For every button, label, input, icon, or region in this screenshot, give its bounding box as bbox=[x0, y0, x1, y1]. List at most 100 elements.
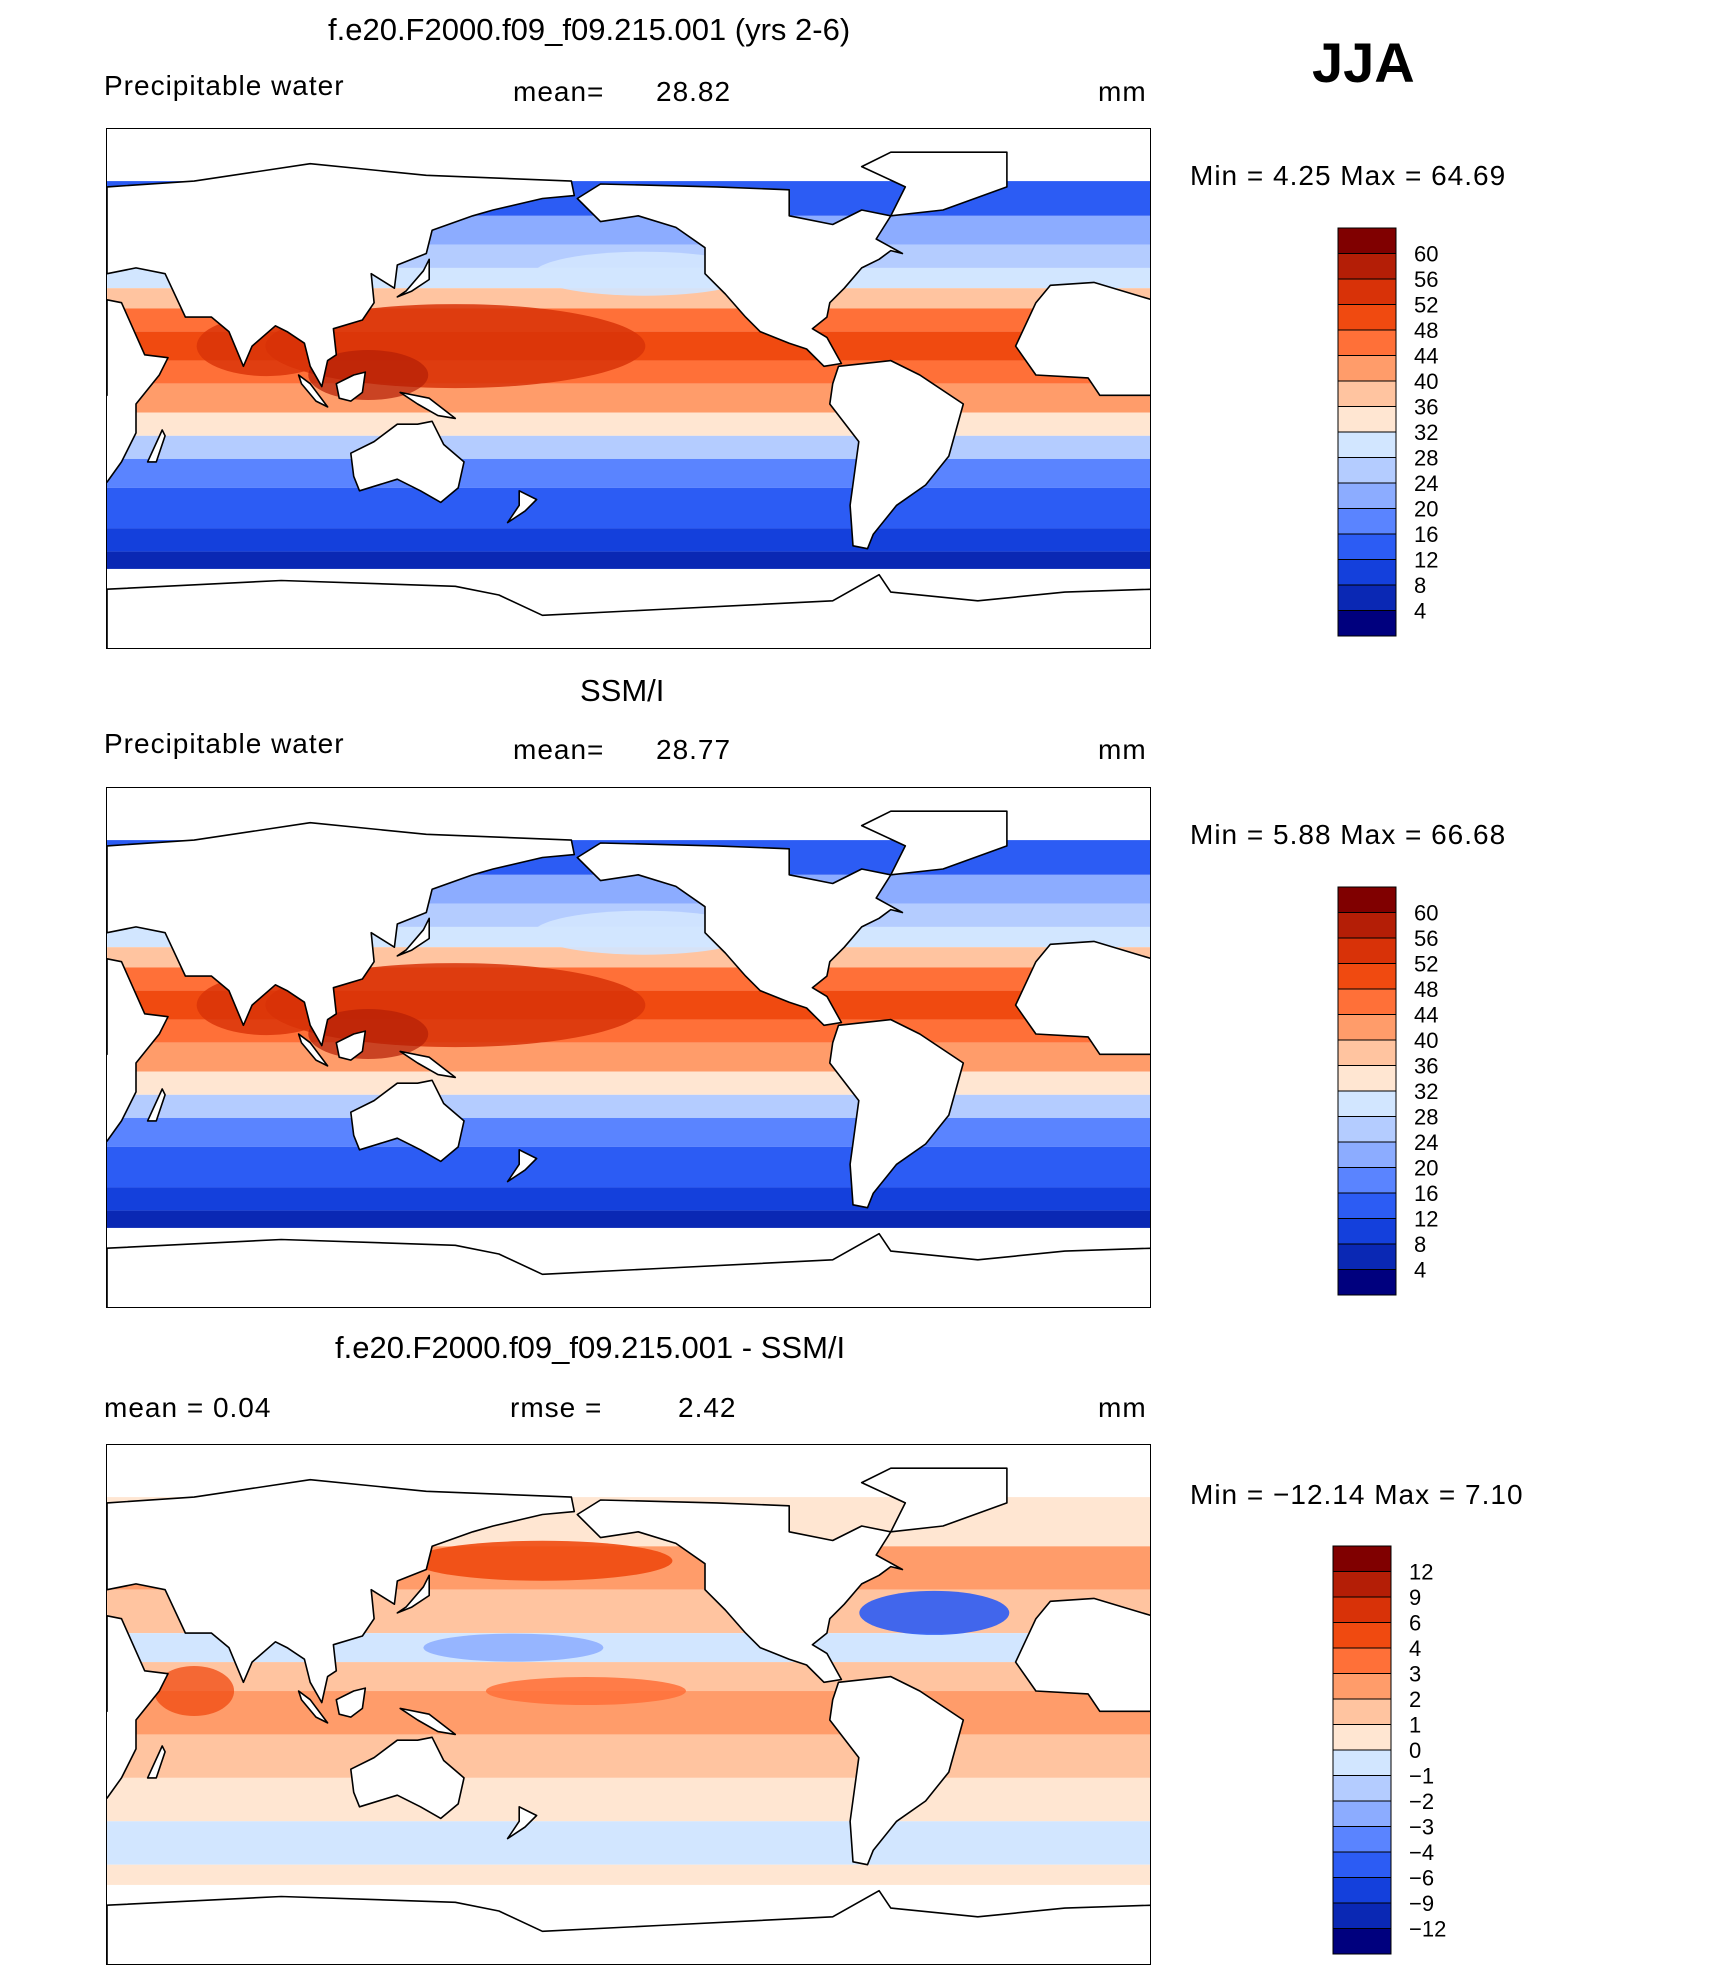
map-field-band bbox=[107, 1187, 1150, 1211]
season-label: JJA bbox=[1312, 31, 1415, 94]
colorbar-tick-label: 24 bbox=[1414, 1130, 1438, 1155]
colorbar-swatch bbox=[1337, 533, 1397, 560]
colorbar-tick-label: 52 bbox=[1414, 952, 1438, 977]
colorbar-tick-label: 6 bbox=[1409, 1611, 1421, 1636]
colorbar-tick-label: 32 bbox=[1414, 420, 1438, 445]
colorbar-swatch bbox=[1337, 1192, 1397, 1219]
map-landmass bbox=[146, 429, 166, 463]
panel-2-colorbar: 60 56 52 48 44 40 36 32 28 24 20 16 12 8 4 bbox=[1337, 886, 1458, 1306]
colorbar-swatch bbox=[1332, 1596, 1392, 1623]
map-field-positive-anomaly bbox=[154, 1666, 235, 1717]
map-landmass bbox=[107, 299, 169, 483]
map-landmass bbox=[107, 821, 576, 1047]
map-field-band bbox=[107, 1734, 1150, 1778]
map-landmass bbox=[860, 810, 1008, 876]
map-landmass bbox=[107, 958, 169, 1142]
map-field-band bbox=[107, 1094, 1150, 1118]
panel-2-units: mm bbox=[1098, 734, 1147, 765]
map-field-positive-anomaly bbox=[485, 1677, 686, 1706]
map-landmass bbox=[1014, 281, 1150, 397]
colorbar-swatch bbox=[1337, 431, 1397, 458]
panel-3-units: mm bbox=[1098, 1392, 1147, 1423]
colorbar-tick-label: −12 bbox=[1409, 1917, 1446, 1942]
map-field-band bbox=[107, 551, 1150, 569]
colorbar-tick-label: 12 bbox=[1409, 1560, 1433, 1585]
colorbar-swatch bbox=[1332, 1902, 1392, 1929]
map-landmass bbox=[335, 371, 367, 402]
map-landmass bbox=[297, 1033, 329, 1067]
colorbar-swatch bbox=[1332, 1698, 1392, 1725]
map-landmass bbox=[576, 1499, 904, 1684]
colorbar-tick-label: 56 bbox=[1414, 267, 1438, 292]
colorbar-swatch bbox=[1337, 1141, 1397, 1168]
colorbar-tick-label: 60 bbox=[1414, 242, 1438, 267]
map-landmass bbox=[335, 1687, 367, 1718]
colorbar-swatch bbox=[1337, 1116, 1397, 1143]
colorbar-swatch bbox=[1337, 406, 1397, 433]
colorbar-tick-label: 36 bbox=[1414, 1054, 1438, 1079]
map-landmass bbox=[335, 1030, 367, 1061]
map-coastlines bbox=[107, 1467, 1150, 1964]
panel-3-title: f.e20.F2000.f09_f09.215.001 - SSM/I bbox=[335, 1330, 846, 1365]
panel-3-rmse-value: 2.42 bbox=[678, 1392, 737, 1423]
panel-2-minmax: Min = 5.88 Max = 66.68 bbox=[1190, 819, 1507, 850]
map-landmass bbox=[506, 489, 538, 524]
map-landmass bbox=[396, 258, 431, 298]
map-field-band bbox=[107, 1864, 1150, 1885]
colorbar-tick-label: 44 bbox=[1414, 344, 1438, 369]
colorbar-swatch bbox=[1332, 1775, 1392, 1802]
map-landmass bbox=[350, 1079, 465, 1163]
colorbar-swatch bbox=[1332, 1928, 1392, 1955]
colorbar-swatch bbox=[1337, 963, 1397, 990]
colorbar-swatch bbox=[1332, 1851, 1392, 1878]
map-landmass bbox=[107, 1232, 1150, 1307]
colorbar-swatch bbox=[1337, 1090, 1397, 1117]
colorbar-tick-label: −9 bbox=[1409, 1891, 1434, 1916]
colorbar-tick-label: 16 bbox=[1414, 522, 1438, 547]
map-coastlines bbox=[107, 810, 1150, 1307]
colorbar-tick-label: −1 bbox=[1409, 1764, 1434, 1789]
colorbar-swatch bbox=[1337, 380, 1397, 407]
map-coastlines bbox=[107, 151, 1150, 648]
colorbar-swatch bbox=[1337, 253, 1397, 280]
panel-1-title: f.e20.F2000.f09_f09.215.001 (yrs 2-6) bbox=[328, 12, 851, 47]
colorbar-tick-label: 32 bbox=[1414, 1079, 1438, 1104]
colorbar-tick-label: 12 bbox=[1414, 548, 1438, 573]
colorbar-tick-label: 1 bbox=[1409, 1713, 1421, 1738]
map-field-band bbox=[107, 435, 1150, 459]
colorbar-swatch bbox=[1337, 1039, 1397, 1066]
map-landmass bbox=[860, 1467, 1008, 1533]
colorbar-tick-label: 24 bbox=[1414, 471, 1438, 496]
panel-1-map bbox=[106, 128, 1151, 649]
colorbar-swatch bbox=[1337, 610, 1397, 637]
colorbar-swatch bbox=[1332, 1673, 1392, 1700]
map-field-band bbox=[107, 458, 1150, 488]
colorbar-tick-label: 28 bbox=[1414, 446, 1438, 471]
map-field-band bbox=[107, 1146, 1150, 1188]
map-landmass bbox=[396, 917, 431, 957]
map-landmass bbox=[107, 573, 1150, 648]
panel-3-rmse-label: rmse = bbox=[510, 1392, 603, 1423]
map-field-band bbox=[107, 1210, 1150, 1228]
colorbar-tick-label: 36 bbox=[1414, 395, 1438, 420]
map-landmass bbox=[350, 420, 465, 504]
colorbar-tick-label: 8 bbox=[1414, 1232, 1426, 1257]
colorbar-swatch bbox=[1337, 482, 1397, 509]
map-landmass bbox=[399, 391, 457, 420]
colorbar-swatch bbox=[1332, 1571, 1392, 1598]
panel-2-title: SSM/I bbox=[580, 673, 665, 708]
colorbar-tick-label: 52 bbox=[1414, 293, 1438, 318]
colorbar-tick-label: 3 bbox=[1409, 1662, 1421, 1687]
colorbar-tick-label: 56 bbox=[1414, 926, 1438, 951]
colorbar-tick-label: 2 bbox=[1409, 1687, 1421, 1712]
colorbar-tick-label: 48 bbox=[1414, 318, 1438, 343]
colorbar-tick-label: 20 bbox=[1414, 497, 1438, 522]
map-field-band bbox=[107, 383, 1150, 413]
colorbar-tick-label: 20 bbox=[1414, 1156, 1438, 1181]
map-landmass bbox=[297, 374, 329, 408]
panel-2-mean-value: 28.77 bbox=[656, 734, 732, 765]
colorbar-swatch bbox=[1332, 1724, 1392, 1751]
map-landmass bbox=[506, 1805, 538, 1840]
map-landmass bbox=[860, 151, 1008, 217]
panel-1-mean-value: 28.82 bbox=[656, 76, 732, 107]
